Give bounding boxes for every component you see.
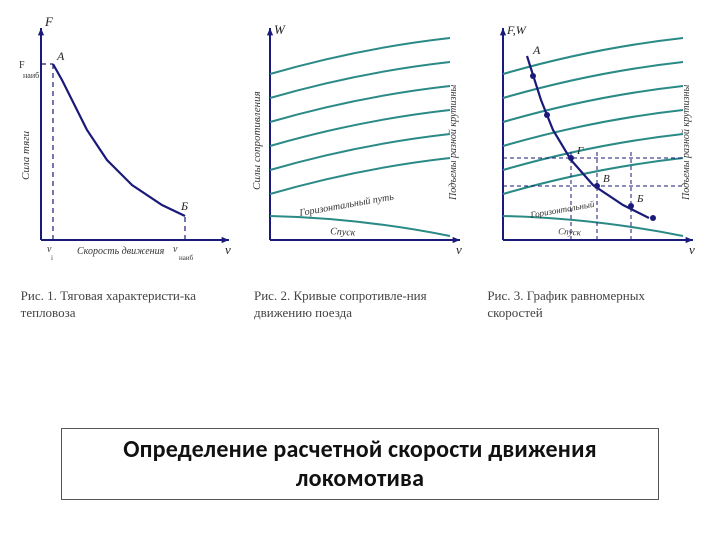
svg-text:i: i: [51, 254, 53, 262]
svg-text:v: v: [456, 242, 462, 257]
svg-text:v: v: [173, 244, 178, 255]
svg-text:Силы сопротивления: Силы сопротивления: [251, 91, 263, 190]
svg-text:F,W: F,W: [506, 23, 527, 37]
svg-text:F: F: [44, 14, 54, 29]
svg-text:наиб: наиб: [23, 71, 39, 80]
panel-2: Wv Силы сопротивления Подъемы разной крути…: [250, 20, 470, 322]
chart-1: FvFнаибvivнаибСкорость движенияСила тяги…: [17, 20, 237, 280]
svg-text:Б: Б: [180, 199, 188, 213]
chart-3: F,W v A Г В Б Подъемы разной крутизны Горизонта…: [483, 20, 703, 280]
panel-1: FvFнаибvivнаибСкорость движенияСила тяги…: [17, 20, 237, 322]
svg-text:Скорость движения: Скорость движения: [77, 246, 165, 257]
svg-text:v: v: [689, 242, 695, 257]
svg-text:Подъемы разной крутизны: Подъемы разной крутизны: [448, 85, 459, 201]
svg-text:W: W: [274, 22, 286, 37]
svg-text:Спуск: Спуск: [558, 226, 582, 238]
panel-3: F,W v A Г В Б Подъемы разной крутизны Горизонта…: [483, 20, 703, 322]
svg-text:F: F: [19, 60, 25, 71]
svg-text:Сила тяги: Сила тяги: [20, 130, 32, 180]
svg-text:Горизонтальный путь: Горизонтальный путь: [298, 191, 395, 219]
chart-2: Wv Силы сопротивления Подъемы разной крути…: [250, 20, 470, 280]
main-title: Определение расчетной скорости движения …: [61, 428, 659, 500]
caption-1: Рис. 1. Тяговая характеристи-ка тепловоз…: [17, 288, 237, 322]
svg-text:A: A: [532, 43, 541, 57]
chart-3-svg: F,W v A Г В Б Подъемы разной крутизны Горизонта…: [483, 20, 703, 280]
chart-2-svg: Wv Силы сопротивления Подъемы разной крути…: [250, 20, 470, 280]
svg-text:Спуск: Спуск: [330, 226, 356, 239]
svg-text:наиб: наиб: [179, 254, 194, 262]
chart-1-svg: FvFнаибvivнаибСкорость движенияСила тяги…: [17, 20, 237, 280]
svg-text:Г: Г: [576, 145, 584, 157]
caption-2: Рис. 2. Кривые сопротивле-ния движению п…: [250, 288, 470, 322]
svg-text:v: v: [225, 242, 231, 257]
panels-row: FvFнаибvivнаибСкорость движенияСила тяги…: [0, 0, 720, 322]
svg-text:Подъемы разной крутизны: Подъемы разной крутизны: [681, 85, 692, 201]
svg-text:Б: Б: [636, 193, 644, 205]
svg-text:A: A: [56, 49, 65, 63]
caption-3: Рис. 3. График равномерных скоростей: [483, 288, 703, 322]
svg-text:В: В: [603, 173, 610, 185]
svg-text:Горизонтальный: Горизонтальный: [529, 199, 596, 220]
